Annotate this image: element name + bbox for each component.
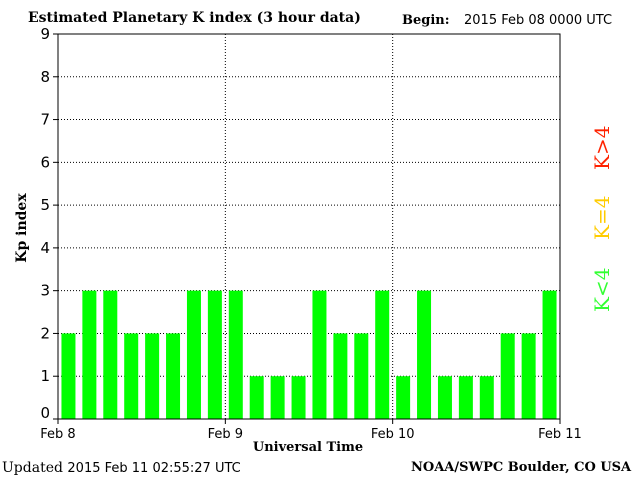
y-axis-label: Kp index <box>14 193 30 263</box>
y-tick-label: 0 <box>40 404 50 422</box>
kp-bar <box>437 376 452 419</box>
plot-frame <box>57 33 561 420</box>
chart-title: Estimated Planetary K index (3 hour data… <box>28 10 361 26</box>
y-tick-label: 5 <box>40 196 50 214</box>
legend-k-less-4: K<4 <box>590 267 614 312</box>
source-credit: NOAA/SWPC Boulder, CO USA <box>411 460 632 475</box>
kp-bar <box>500 333 515 419</box>
kp-bar <box>228 290 243 419</box>
kp-bar <box>166 333 181 419</box>
kp-bar <box>312 290 327 419</box>
x-tick-label: Feb 8 <box>40 427 75 442</box>
kp-bar <box>124 333 139 419</box>
y-tick-label: 3 <box>40 282 50 300</box>
kp-bar <box>333 333 348 419</box>
kp-bar <box>375 290 390 419</box>
y-tick-label: 1 <box>40 367 50 385</box>
kp-bar <box>186 290 201 419</box>
kp-bar <box>145 333 160 419</box>
kp-bar <box>270 376 285 419</box>
kp-bar <box>291 376 306 419</box>
updated-timestamp: 2015 Feb 11 02:55:27 UTC <box>67 461 241 476</box>
x-tick-label: Feb 9 <box>208 427 243 442</box>
kp-bar <box>354 333 369 419</box>
kp-bar <box>396 376 411 419</box>
kp-bar <box>479 376 494 419</box>
begin-value: 2015 Feb 08 0000 UTC <box>464 13 613 28</box>
y-tick-label: 2 <box>40 324 50 342</box>
begin-label: Begin: <box>402 13 450 28</box>
y-tick-label: 8 <box>40 68 50 86</box>
kp-bar <box>417 290 432 419</box>
kp-bar <box>542 290 557 419</box>
kp-bar <box>61 333 76 419</box>
x-tick-label: Feb 11 <box>538 427 582 442</box>
x-axis-label: Universal Time <box>252 440 364 455</box>
kp-bar <box>249 376 264 419</box>
updated-line: Updated 2015 Feb 11 02:55:27 UTC <box>2 460 241 476</box>
y-tick-label: 9 <box>40 25 50 43</box>
updated-label: Updated <box>2 460 63 476</box>
kp-bar <box>103 290 118 419</box>
kp-bar <box>521 333 536 419</box>
y-tick-label: 4 <box>40 239 50 257</box>
x-tick-label: Feb 10 <box>371 427 415 442</box>
legend-k-greater-4: K>4 <box>590 125 614 170</box>
kp-bar <box>458 376 473 419</box>
y-tick-label: 7 <box>40 111 50 129</box>
kp-bar <box>82 290 97 419</box>
kp-bar <box>207 290 222 419</box>
legend-k-equal-4: K=4 <box>590 195 614 240</box>
y-tick-label: 6 <box>40 153 50 171</box>
